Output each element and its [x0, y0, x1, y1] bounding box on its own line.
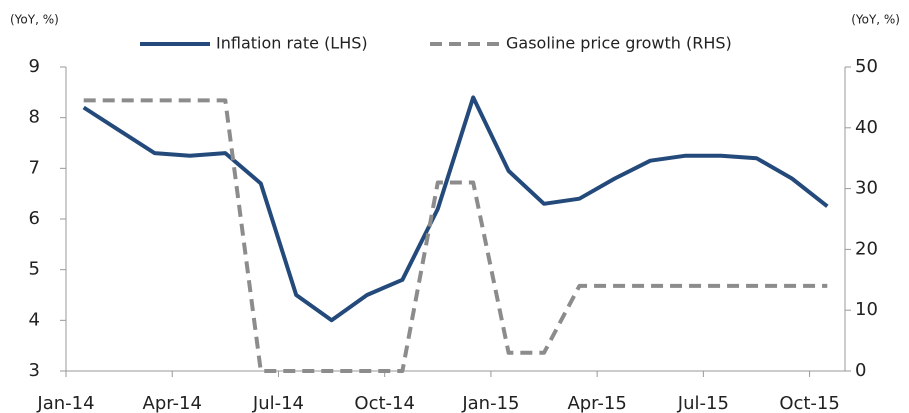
x-tick-label: Apr-15 [567, 393, 626, 413]
y2-tick-label: 20 [855, 238, 878, 259]
x-tick-label: Jul-14 [252, 393, 304, 413]
x-tick-label: Apr-14 [143, 393, 202, 413]
series-line [82, 95, 829, 323]
y-axis-label: (YoY, %) [10, 13, 59, 27]
y2-tick-label: 50 [855, 56, 878, 77]
y-tick-label: 3 [29, 360, 40, 381]
x-tick-label: Oct-14 [354, 393, 415, 413]
y-tick-label: 8 [29, 107, 40, 128]
y2-tick-label: 10 [855, 299, 878, 320]
series-line [83, 98, 828, 373]
y-tick-label: 9 [29, 56, 40, 77]
y-tick-label: 6 [29, 208, 40, 229]
x-tick-label: Jul-15 [677, 393, 729, 413]
legend-label: Gasoline price growth (RHS) [506, 34, 732, 53]
y-tick-label: 4 [29, 309, 40, 330]
y-tick-label: 5 [29, 259, 40, 280]
x-tick-label: Jan-14 [36, 393, 94, 413]
y2-tick-label: 30 [855, 178, 878, 199]
y2-axis-label: (YoY, %) [851, 13, 900, 27]
legend-label: Inflation rate (LHS) [216, 34, 368, 53]
x-tick-label: Oct-15 [779, 393, 840, 413]
y2-tick-label: 0 [855, 360, 866, 381]
y2-tick-label: 40 [855, 117, 878, 138]
x-tick-label: Jan-15 [461, 393, 519, 413]
y-tick-label: 7 [29, 157, 40, 178]
